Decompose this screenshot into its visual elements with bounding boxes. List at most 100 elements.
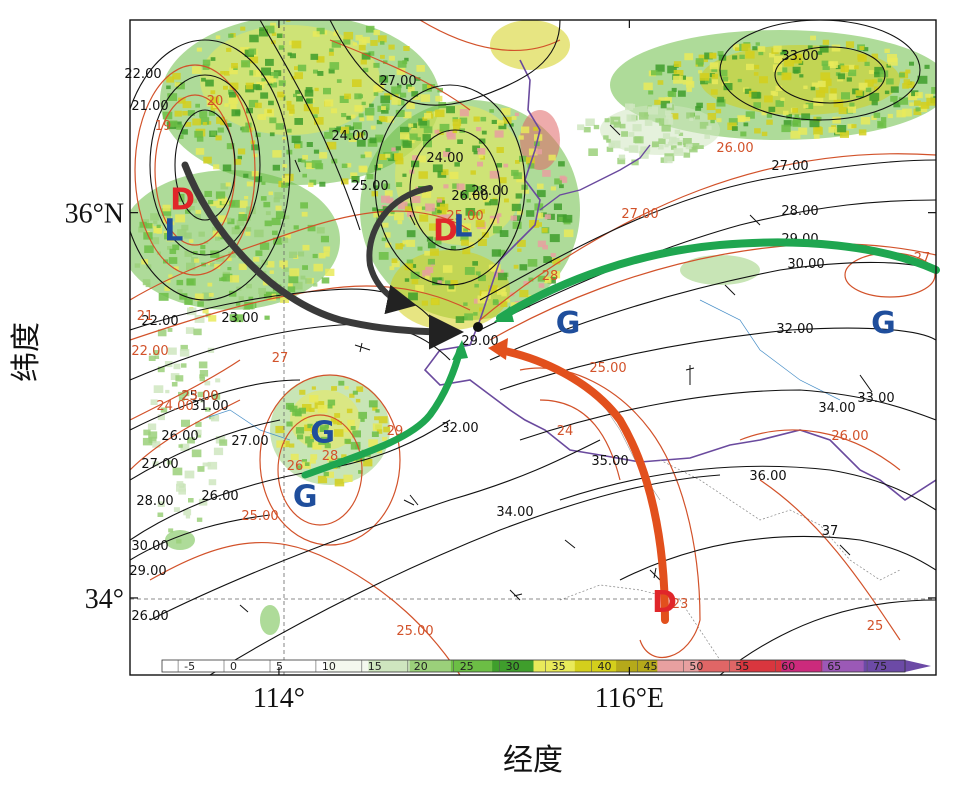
radar-echo-pixel bbox=[628, 115, 636, 122]
radar-echo-pixel bbox=[319, 152, 328, 159]
radar-echo-pixel bbox=[379, 75, 389, 83]
radar-echo-pixel bbox=[187, 307, 197, 316]
black-contour-label: 22.00 bbox=[141, 314, 178, 329]
radar-echo-pixel bbox=[228, 33, 234, 38]
radar-echo-pixel bbox=[215, 191, 226, 199]
radar-echo-pixel bbox=[670, 113, 679, 120]
radar-echo-pixel bbox=[744, 88, 752, 94]
radar-echo-pixel bbox=[372, 207, 378, 212]
radar-echo-pixel bbox=[415, 284, 424, 292]
radar-echo-pixel bbox=[376, 119, 383, 125]
radar-echo-pixel bbox=[291, 40, 302, 49]
radar-echo-pixel bbox=[243, 173, 249, 178]
radar-echo-pixel bbox=[577, 124, 585, 131]
radar-echo-pixel bbox=[331, 386, 337, 391]
radar-echo-pixel bbox=[710, 119, 715, 124]
radar-echo-pixel bbox=[277, 91, 285, 98]
radar-echo-pixel bbox=[662, 133, 671, 139]
radar-echo-pixel bbox=[210, 250, 220, 258]
radar-echo-pixel bbox=[302, 173, 307, 178]
radar-echo-pixel bbox=[402, 240, 408, 245]
radar-echo-pixel bbox=[226, 47, 232, 52]
colorbar-segment bbox=[244, 660, 287, 672]
radar-echo-pixel bbox=[388, 55, 395, 61]
radar-echo-pixel bbox=[475, 220, 485, 228]
radar-echo-pixel bbox=[493, 226, 502, 234]
radar-echo-pixel bbox=[394, 212, 404, 221]
radar-echo-pixel bbox=[553, 203, 562, 210]
radar-echo-pixel bbox=[326, 141, 337, 150]
radar-echo-pixel bbox=[191, 449, 202, 458]
radar-echo-pixel bbox=[174, 193, 185, 202]
radar-echo-pixel bbox=[810, 86, 816, 91]
radar-echo-pixel bbox=[851, 124, 857, 129]
radar-echo-pixel bbox=[196, 136, 204, 142]
radar-echo-pixel bbox=[333, 419, 339, 425]
radar-echo-pixel bbox=[282, 137, 287, 141]
radar-echo-pixel bbox=[614, 119, 619, 124]
radar-echo-pixel bbox=[631, 159, 639, 166]
radar-echo-pixel bbox=[376, 429, 383, 434]
radar-echo-pixel bbox=[777, 67, 788, 76]
radar-echo-pixel bbox=[178, 444, 183, 448]
radar-echo-pixel bbox=[542, 244, 548, 250]
radar-echo-pixel bbox=[210, 201, 217, 207]
radar-echo-pixel bbox=[544, 214, 551, 220]
radar-echo-pixel bbox=[816, 116, 822, 121]
radar-echo-pixel bbox=[388, 44, 395, 50]
radar-echo-pixel bbox=[798, 127, 808, 135]
radar-echo-pixel bbox=[181, 419, 190, 427]
radar-echo-pixel bbox=[380, 95, 390, 104]
radar-echo-pixel bbox=[138, 226, 146, 233]
radar-echo-pixel bbox=[368, 51, 375, 56]
radar-echo-pixel bbox=[739, 54, 745, 59]
red-contour-label: 25 bbox=[867, 619, 884, 634]
radar-echo-pixel bbox=[461, 239, 469, 246]
radar-echo-pixel bbox=[543, 276, 551, 282]
radar-echo-pixel bbox=[181, 129, 188, 135]
radar-echo-pixel bbox=[480, 226, 488, 232]
radar-echo-pixel bbox=[753, 102, 761, 109]
radar-echo-pixel bbox=[411, 123, 418, 129]
radar-echo-pixel bbox=[248, 296, 254, 301]
black-contour-label: 27.00 bbox=[231, 434, 268, 449]
radar-echo-pixel bbox=[323, 471, 329, 477]
radar-echo-pixel bbox=[300, 202, 308, 209]
radar-echo-pixel bbox=[691, 147, 696, 151]
radar-echo-pixel bbox=[671, 145, 677, 150]
radar-echo-pixel bbox=[391, 260, 400, 268]
radar-echo-pixel bbox=[715, 108, 722, 114]
radar-echo-pixel bbox=[733, 44, 740, 50]
radar-echo-pixel bbox=[278, 45, 285, 50]
black-contour-label: 34.00 bbox=[818, 401, 855, 416]
radar-echo-pixel bbox=[407, 211, 415, 217]
radar-echo-pixel bbox=[511, 203, 521, 212]
red-contour-label: 27.00 bbox=[621, 207, 658, 222]
radar-echo-pixel bbox=[443, 151, 451, 157]
radar-echo-pixel bbox=[792, 55, 803, 64]
radar-echo-pixel bbox=[621, 131, 628, 137]
radar-echo-pixel bbox=[500, 301, 508, 307]
radar-echo-pixel bbox=[289, 443, 295, 448]
radar-echo-pixel bbox=[417, 155, 426, 163]
radar-echo-pixel bbox=[276, 440, 286, 448]
radar-echo-pixel bbox=[909, 102, 914, 107]
radar-echo-pixel bbox=[238, 200, 248, 208]
radar-echo-pixel bbox=[427, 242, 436, 249]
radar-echo-pixel bbox=[827, 61, 834, 67]
radar-echo-pixel bbox=[497, 120, 504, 126]
radar-echo-pixel bbox=[349, 126, 354, 131]
radar-echo-pixel bbox=[344, 438, 351, 444]
radar-echo-pixel bbox=[445, 148, 451, 152]
weather-system-label: L bbox=[164, 213, 183, 248]
radar-echo-pixel bbox=[798, 54, 803, 58]
radar-echo-pixel bbox=[293, 93, 298, 98]
radar-echo-pixel bbox=[377, 35, 387, 43]
radar-echo-pixel bbox=[143, 429, 151, 436]
black-contour-label: 26.00 bbox=[451, 189, 488, 204]
radar-echo-pixel bbox=[696, 102, 703, 108]
radar-echo-pixel bbox=[476, 127, 482, 132]
colorbar-extension bbox=[905, 660, 931, 672]
